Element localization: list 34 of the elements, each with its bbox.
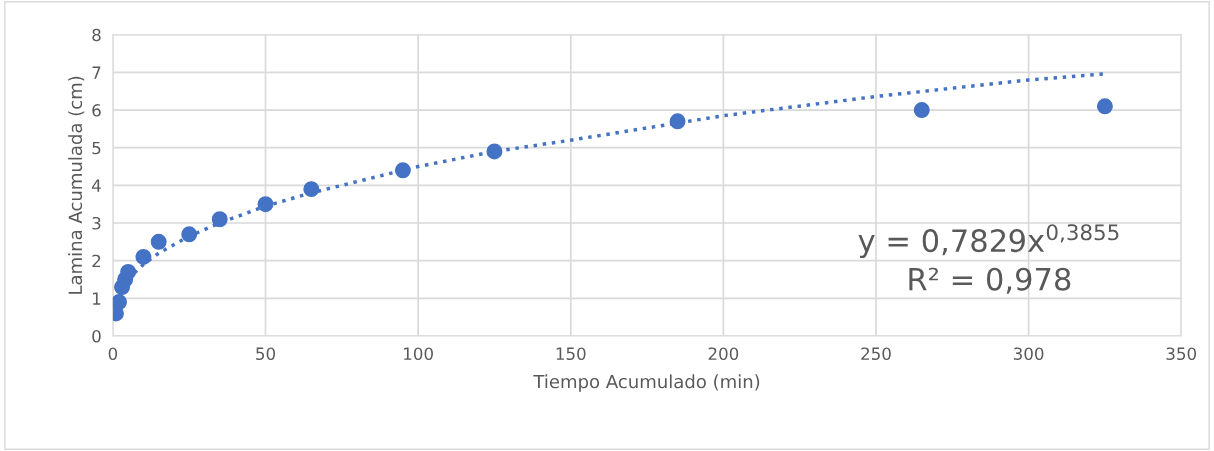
y-tick-label: 1 <box>93 292 101 305</box>
point <box>1096 98 1113 115</box>
y-tick-label: 5 <box>92 141 101 155</box>
point <box>135 248 152 265</box>
x-tick-label: 50 <box>256 347 276 361</box>
x-tick-label: 200 <box>708 347 739 361</box>
point <box>120 263 137 280</box>
y-tick-label: 4 <box>92 179 101 192</box>
y-tick-label: 7 <box>92 66 101 79</box>
x-tick-label: 250 <box>861 347 891 361</box>
point <box>669 113 686 130</box>
point <box>112 294 127 311</box>
annotation: R² = 0,978 <box>909 267 1071 294</box>
point <box>181 226 198 243</box>
point <box>913 102 930 119</box>
x-tick-label: 100 <box>404 347 433 361</box>
y-tick-label: 0 <box>92 329 101 343</box>
y-axis-title: Lamina Acumulada (cm) <box>68 76 85 294</box>
x-tick-label: 0 <box>108 347 118 361</box>
y-tick-label: 3 <box>92 216 101 230</box>
point <box>303 181 320 198</box>
y-tick-label: 2 <box>92 254 101 268</box>
y-tick-label: 8 <box>92 28 101 42</box>
point <box>486 143 503 160</box>
x-tick-label: 150 <box>556 347 586 361</box>
point <box>211 211 228 228</box>
point <box>394 162 411 179</box>
x-axis-title: Tiempo Acumulado (min) <box>533 374 760 392</box>
x-tick-label: 350 <box>1166 347 1197 361</box>
point <box>150 233 167 250</box>
x-tick-label: 300 <box>1013 347 1044 361</box>
y-tick-label: 6 <box>92 104 101 117</box>
point <box>257 196 274 213</box>
annotation: y = 0,7829x$^{0,3855}$ <box>858 224 1119 259</box>
